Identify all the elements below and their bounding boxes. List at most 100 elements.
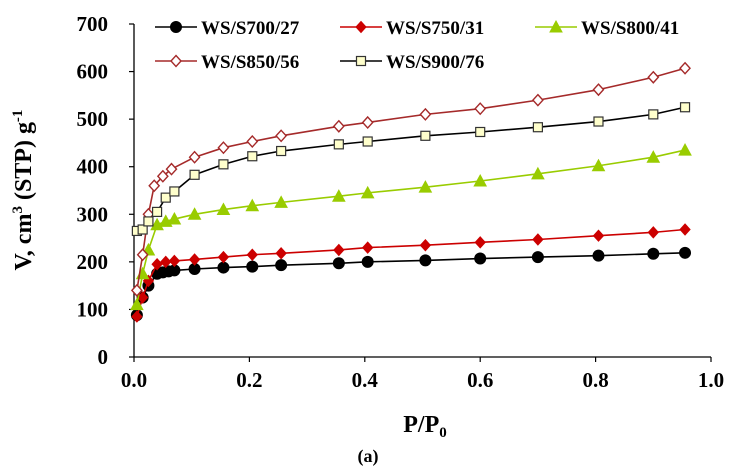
plot-area: [130, 61, 692, 323]
data-point: [593, 116, 604, 127]
data-point: [473, 173, 488, 187]
data-point: [148, 179, 161, 193]
data-point: [130, 283, 143, 297]
x-tick-label: 1.0: [698, 368, 724, 392]
legend-label: WS/S900/76: [386, 52, 484, 73]
data-point: [246, 248, 258, 261]
data-point: [160, 192, 171, 203]
data-point: [647, 70, 660, 84]
data-point: [474, 252, 487, 265]
data-point: [169, 186, 180, 197]
data-point: [156, 169, 169, 183]
legend-label: WS/S850/56: [201, 52, 299, 73]
y-tick-label: 100: [77, 297, 109, 321]
tick-labels: 0.0 0.2 0.4 0.6 0.8 1.0 0 100 200 300 400 500 600 700: [77, 12, 725, 392]
x-tick-label: 0.4: [352, 368, 379, 392]
data-point: [275, 259, 288, 272]
data-point: [168, 254, 181, 268]
data-point: [189, 169, 200, 180]
y-axis-title: V, cm3 (STP) g-1: [10, 110, 37, 271]
data-point: [167, 211, 182, 225]
legend-marker: [549, 19, 563, 33]
data-point: [592, 83, 605, 97]
data-point: [475, 126, 486, 138]
data-point: [187, 207, 202, 220]
series-4: [130, 61, 691, 297]
data-point: [419, 238, 432, 252]
data-point: [332, 119, 345, 133]
y-tick-label: 700: [77, 12, 109, 36]
data-point: [246, 134, 259, 149]
data-point: [332, 257, 345, 270]
data-point: [531, 93, 544, 107]
data-point: [165, 162, 178, 176]
y-tick-label: 300: [77, 202, 109, 226]
data-point: [678, 143, 692, 156]
axes: [129, 23, 712, 362]
data-point: [276, 145, 287, 157]
x-axis-title: P/P0: [403, 412, 447, 441]
data-point: [646, 150, 661, 163]
y-tick-label: 600: [77, 60, 109, 84]
data-point: [647, 247, 660, 260]
data-point: [217, 261, 230, 274]
figure-caption: (a): [358, 446, 379, 467]
data-point: [360, 185, 375, 199]
data-point: [160, 255, 172, 269]
data-point: [420, 130, 431, 141]
data-point: [362, 136, 373, 147]
data-point: [130, 297, 144, 311]
data-point: [245, 198, 260, 212]
series-line: [136, 149, 686, 305]
data-point: [246, 260, 259, 273]
data-point: [679, 102, 691, 113]
data-point: [275, 247, 287, 260]
data-point: [531, 251, 544, 264]
legend-entry: WS/S750/31: [340, 18, 484, 39]
legend-label: WS/S700/27: [201, 18, 300, 39]
data-point: [216, 202, 231, 216]
data-point: [592, 249, 605, 262]
data-point: [679, 223, 691, 236]
data-point: [679, 61, 691, 75]
legend-marker: [170, 54, 182, 68]
data-point: [648, 109, 659, 120]
series-2: [131, 223, 691, 323]
data-point: [143, 216, 154, 227]
data-point: [151, 206, 163, 218]
data-point: [419, 107, 432, 121]
data-point: [137, 224, 148, 235]
data-point: [532, 122, 544, 133]
series-line: [136, 252, 686, 316]
y-tick-label: 0: [98, 345, 109, 369]
data-point: [679, 246, 692, 259]
data-point: [591, 158, 606, 172]
data-point: [532, 233, 544, 246]
data-point: [151, 257, 163, 271]
data-point: [274, 195, 288, 208]
series-5: [131, 102, 691, 237]
legend-entry: WS/S900/76: [340, 52, 484, 73]
data-point: [647, 226, 659, 239]
legend: WS/S700/27 WS/S750/31 WS/S800/41 WS/S850/56…: [155, 18, 679, 73]
data-point: [362, 241, 374, 254]
x-tick-label: 0.8: [582, 368, 608, 392]
x-tick-label: 0.2: [236, 368, 262, 392]
data-point: [419, 254, 432, 267]
data-point: [188, 253, 201, 266]
data-point: [474, 102, 487, 116]
data-point: [188, 150, 201, 164]
legend-entry: WS/S800/41: [535, 18, 679, 39]
y-tick-label: 200: [77, 250, 109, 274]
legend-entry: WS/S850/56: [155, 52, 299, 73]
data-point: [418, 180, 433, 193]
data-point: [275, 129, 288, 143]
data-point: [474, 236, 486, 249]
data-point: [333, 243, 345, 257]
data-point: [136, 248, 149, 262]
x-tick-label: 0.0: [121, 368, 147, 392]
series-line: [136, 228, 686, 317]
data-point: [218, 159, 229, 170]
legend-entry: WS/S700/27: [155, 18, 300, 39]
